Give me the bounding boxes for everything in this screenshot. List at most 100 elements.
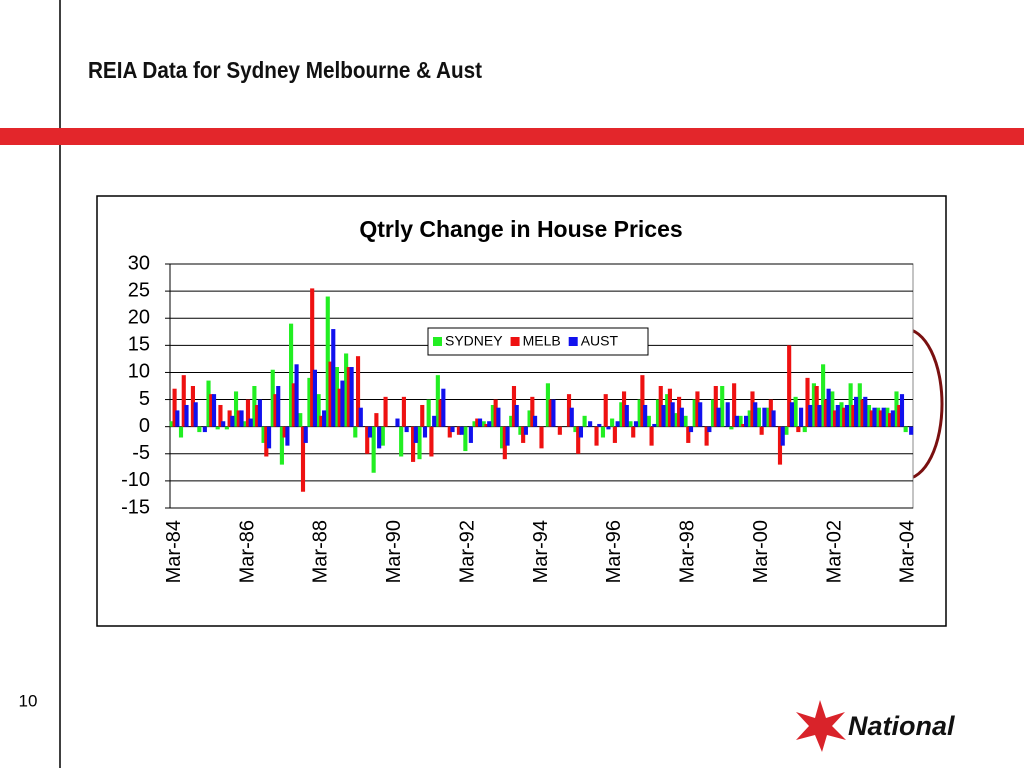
bar bbox=[355, 356, 361, 427]
bar bbox=[811, 383, 816, 427]
bar bbox=[490, 404, 495, 427]
bar bbox=[548, 399, 553, 427]
bar bbox=[487, 421, 492, 427]
bar bbox=[257, 399, 262, 427]
bar bbox=[331, 329, 336, 427]
bar bbox=[505, 426, 510, 446]
logo-text: National bbox=[848, 711, 955, 741]
y-tick-label: 0 bbox=[139, 415, 150, 437]
bar bbox=[276, 386, 281, 427]
bar bbox=[178, 426, 184, 438]
bar bbox=[679, 407, 684, 427]
bar bbox=[716, 407, 721, 427]
bar bbox=[255, 404, 260, 427]
bar bbox=[365, 426, 370, 454]
logo-star bbox=[796, 700, 846, 752]
bar bbox=[496, 407, 501, 427]
y-tick-label: 15 bbox=[128, 334, 150, 356]
bar bbox=[710, 399, 716, 427]
bar bbox=[725, 402, 730, 427]
y-tick-label: 30 bbox=[128, 252, 150, 274]
x-tick-label: Mar-04 bbox=[897, 520, 919, 583]
bar bbox=[319, 415, 324, 427]
legend-swatch bbox=[433, 337, 442, 346]
bar bbox=[211, 394, 217, 427]
bar bbox=[576, 426, 581, 454]
bar bbox=[612, 426, 617, 443]
bar bbox=[518, 426, 523, 435]
bar bbox=[606, 426, 611, 430]
bar bbox=[252, 386, 257, 427]
y-tick-label: -5 bbox=[132, 442, 150, 464]
bar bbox=[628, 421, 633, 427]
bar bbox=[545, 383, 550, 427]
bar bbox=[753, 402, 758, 427]
bar bbox=[367, 426, 373, 438]
bar bbox=[621, 391, 627, 427]
bar bbox=[435, 375, 440, 427]
x-tick-label: Mar-92 bbox=[456, 520, 478, 583]
bar bbox=[588, 421, 593, 427]
bar bbox=[307, 377, 312, 427]
bar bbox=[799, 407, 804, 427]
bar bbox=[447, 426, 452, 438]
bar bbox=[282, 426, 287, 438]
bar bbox=[459, 426, 464, 435]
bar bbox=[872, 407, 877, 427]
bar bbox=[594, 426, 599, 446]
bar bbox=[432, 415, 437, 427]
bar bbox=[863, 396, 868, 427]
x-tick-label: Mar-88 bbox=[310, 520, 332, 583]
bar bbox=[823, 399, 828, 427]
bar bbox=[289, 323, 294, 427]
bar bbox=[502, 426, 507, 460]
x-tick-label: Mar-96 bbox=[603, 520, 625, 583]
bar bbox=[688, 426, 694, 433]
bar bbox=[383, 396, 388, 427]
bar bbox=[631, 426, 636, 438]
bar bbox=[674, 413, 679, 427]
bar bbox=[243, 421, 248, 427]
bar bbox=[720, 386, 725, 427]
bar bbox=[777, 426, 783, 465]
legend-label: MELB bbox=[523, 333, 561, 349]
legend-label: AUST bbox=[581, 333, 619, 349]
bar bbox=[523, 426, 528, 435]
bar bbox=[878, 410, 883, 427]
x-tick-label: Mar-94 bbox=[530, 520, 552, 583]
bar bbox=[417, 426, 422, 460]
bar bbox=[787, 345, 792, 427]
bar bbox=[511, 386, 517, 427]
bar bbox=[729, 426, 734, 430]
bar bbox=[181, 375, 186, 427]
bar bbox=[743, 415, 749, 427]
bar bbox=[172, 388, 177, 427]
bar bbox=[600, 426, 606, 438]
bar bbox=[732, 383, 737, 427]
plot-area bbox=[169, 263, 914, 509]
bar bbox=[353, 426, 358, 438]
bar bbox=[839, 402, 844, 427]
bar bbox=[640, 375, 645, 427]
bar bbox=[325, 296, 330, 427]
bar bbox=[652, 423, 657, 427]
bar bbox=[303, 426, 308, 443]
bar bbox=[221, 421, 226, 427]
bar bbox=[780, 426, 785, 446]
bar bbox=[438, 399, 443, 427]
bar bbox=[677, 396, 682, 427]
bar bbox=[539, 426, 544, 449]
bar bbox=[193, 402, 198, 427]
x-tick-label: Mar-02 bbox=[823, 520, 845, 583]
bar bbox=[894, 391, 899, 427]
bar bbox=[346, 367, 351, 427]
bar bbox=[766, 407, 771, 427]
bar bbox=[646, 415, 651, 427]
bar bbox=[848, 383, 853, 427]
bar bbox=[854, 396, 859, 427]
bar bbox=[175, 410, 180, 427]
bar bbox=[890, 410, 895, 427]
bar bbox=[371, 426, 376, 473]
bar bbox=[633, 421, 639, 427]
bar bbox=[395, 418, 400, 427]
